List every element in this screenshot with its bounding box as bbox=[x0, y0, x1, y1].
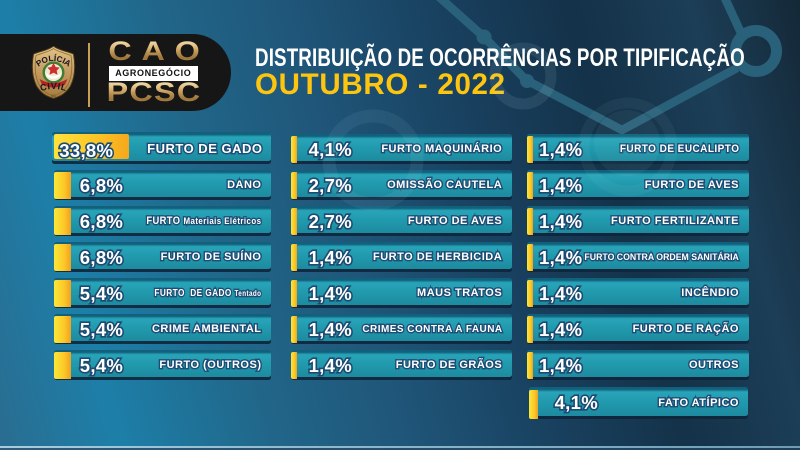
svg-text:SC: SC bbox=[51, 94, 56, 98]
svg-text:CIVIL: CIVIL bbox=[39, 80, 68, 92]
svg-text:POLÍCIA: POLÍCIA bbox=[35, 52, 73, 68]
